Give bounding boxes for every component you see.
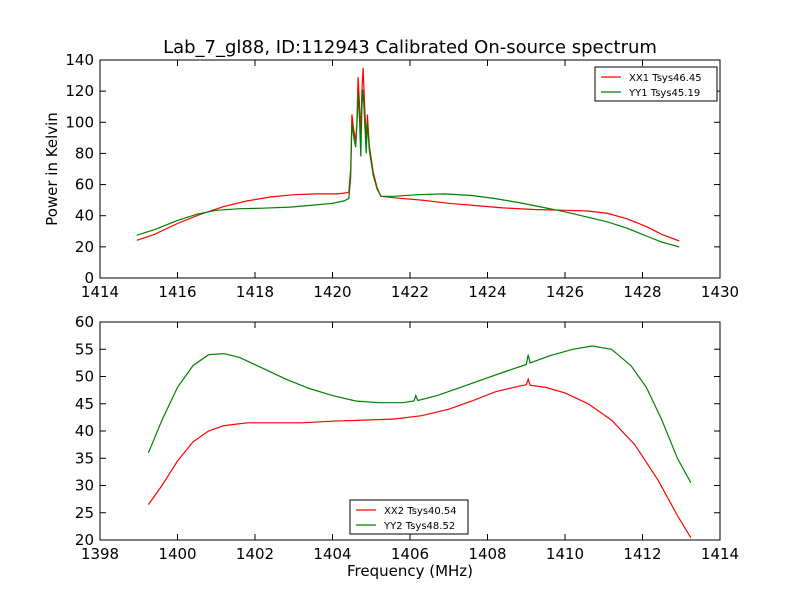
top-chart: 1414 1416 1418 1420 1422 1424 1426 1428 1430 0 20 4… [43,51,739,301]
y-tick-label: 80 [75,144,94,162]
y-tick-label: 60 [75,313,94,331]
legend-box [594,66,718,102]
y-tick-label: 25 [75,504,94,522]
x-tick-label: 1430 [701,283,739,301]
chart-title: Lab_7_gl88, ID:112943 Calibrated On-sour… [163,37,657,58]
x-tick-label: 1416 [158,283,196,301]
x-tick-label: 1398 [81,545,119,563]
x-tick-label: 1422 [391,283,429,301]
y-tick-label: 100 [65,113,94,131]
legend-box [349,499,469,535]
bottom-chart: 1398 1400 1402 1404 1406 1408 1410 1412 1414 20 25… [75,313,739,580]
x-tick-label: 1426 [546,283,584,301]
y-tick-label: 30 [75,477,94,495]
x-tick-label: 1404 [313,545,351,563]
x-tick-label: 1414 [81,283,119,301]
y-tick-label: 40 [75,207,94,225]
legend-label: YY1 Tsys45.19 [628,88,700,99]
series-line-1 [147,345,692,484]
y-tick-label: 0 [84,269,94,287]
y-tick-label: 60 [75,176,94,194]
x-axis-title: Frequency (MHz) [347,562,473,580]
x-tick-label: 1402 [236,545,274,563]
y-axis-title: Power in Kelvin [43,112,61,226]
y-tick-label: 55 [75,340,94,358]
series-line-0 [136,67,680,242]
y-tick-label: 50 [75,368,94,386]
y-tick-label: 35 [75,449,94,467]
x-tick-label: 1406 [391,545,429,563]
legend-label: XX2 Tsys40.54 [384,506,457,517]
x-tick-label: 1412 [623,545,661,563]
y-tick-label: 120 [65,82,94,100]
x-tick-label: 1414 [701,545,739,563]
x-tick-label: 1410 [546,545,584,563]
legend-label: YY2 Tsys48.52 [383,521,455,532]
series-line-1 [136,89,680,248]
y-tick-label: 40 [75,422,94,440]
y-tick-label: 20 [75,531,94,549]
x-tick-label: 1408 [468,545,506,563]
x-tick-label: 1420 [313,283,351,301]
x-tick-label: 1418 [236,283,274,301]
series-line-0 [147,377,692,539]
x-tick-label: 1428 [623,283,661,301]
x-tick-label: 1424 [468,283,506,301]
y-tick-label: 20 [75,238,94,256]
legend-label: XX1 Tsys46.45 [629,73,702,84]
y-tick-label: 140 [65,51,94,69]
x-tick-label: 1400 [158,545,196,563]
y-tick-label: 45 [75,395,94,413]
